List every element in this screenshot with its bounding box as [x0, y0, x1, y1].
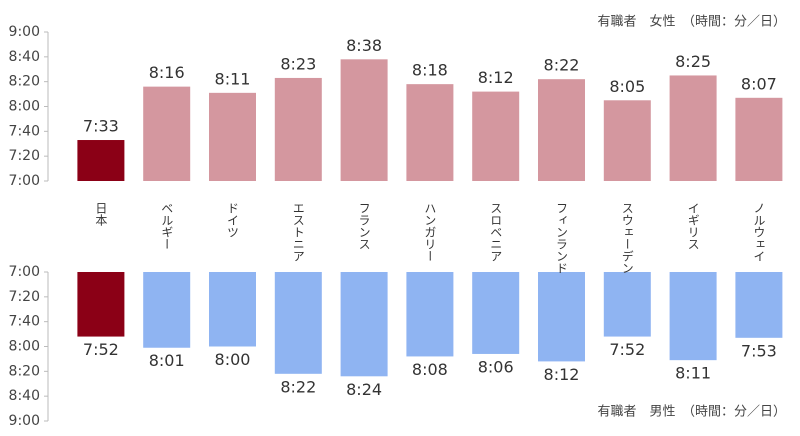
bar	[538, 272, 585, 362]
bar	[209, 272, 256, 347]
bar	[735, 272, 783, 338]
bar	[340, 59, 388, 181]
y-tick-label: 9:00	[9, 24, 40, 40]
category-label: ハンガリー	[423, 202, 437, 262]
category-label: ノルウェイ	[752, 202, 766, 262]
y-tick-label: 8:40	[9, 388, 40, 404]
value-label: 8:23	[280, 54, 316, 73]
value-label: 8:11	[675, 364, 711, 383]
value-label: 8:01	[149, 351, 185, 370]
chart-title: 有職者 女性 （時間：分／日）	[597, 14, 786, 30]
bar	[340, 272, 388, 377]
bar	[274, 272, 322, 374]
y-tick-label: 8:20	[9, 363, 40, 379]
category-label: フィンランド	[555, 202, 569, 274]
bar	[538, 79, 585, 181]
value-label: 8:18	[412, 61, 448, 80]
y-tick-label: 7:20	[9, 148, 40, 164]
y-tick-label: 7:20	[9, 289, 40, 305]
y-tick-label: 9:00	[9, 413, 40, 429]
category-label: ドイツ	[226, 202, 240, 238]
category-label: フランス	[357, 202, 371, 250]
bar	[472, 272, 520, 354]
value-label: 8:22	[544, 56, 580, 75]
y-tick-label: 7:00	[9, 264, 40, 280]
value-label: 7:52	[83, 340, 119, 359]
bar	[603, 272, 651, 337]
value-label: 8:12	[478, 68, 514, 87]
bar	[406, 84, 454, 181]
category-label: ベルギー	[160, 202, 174, 250]
value-label: 8:38	[346, 36, 382, 55]
value-label: 8:06	[478, 357, 514, 376]
bar	[603, 100, 651, 181]
value-label: 8:08	[412, 360, 448, 379]
bar	[472, 91, 520, 181]
value-label: 8:11	[215, 69, 251, 88]
value-label: 8:25	[675, 52, 711, 71]
bar	[77, 140, 125, 181]
bar	[669, 272, 717, 361]
y-tick-label: 8:00	[9, 99, 40, 115]
bar	[77, 272, 125, 337]
bar	[143, 272, 191, 348]
category-label: エストニア	[291, 202, 305, 262]
value-label: 8:22	[280, 377, 316, 396]
chart-title: 有職者 男性 （時間：分／日）	[597, 405, 786, 420]
category-label: スロベニア	[489, 202, 503, 262]
y-tick-label: 8:40	[9, 49, 40, 65]
bar	[735, 97, 783, 181]
category-label: イギリス	[686, 202, 700, 250]
value-label: 7:52	[609, 340, 645, 359]
value-label: 8:00	[215, 350, 251, 369]
bar	[406, 272, 454, 357]
y-tick-label: 8:00	[9, 339, 40, 355]
y-tick-label: 7:00	[9, 173, 40, 189]
category-label: スウェーデン	[620, 202, 634, 274]
bar	[669, 75, 717, 181]
category-label: 日本	[94, 202, 108, 227]
value-label: 8:05	[609, 77, 645, 96]
y-tick-label: 7:40	[9, 123, 40, 139]
value-label: 8:07	[741, 74, 777, 93]
y-tick-label: 7:40	[9, 314, 40, 330]
value-label: 8:16	[149, 63, 185, 82]
value-label: 7:53	[741, 341, 777, 360]
bar	[274, 77, 322, 181]
value-label: 8:24	[346, 380, 382, 399]
value-label: 7:33	[83, 117, 119, 136]
bar	[209, 92, 256, 181]
y-tick-label: 8:20	[9, 74, 40, 90]
bar	[143, 86, 191, 181]
value-label: 8:12	[544, 365, 580, 384]
